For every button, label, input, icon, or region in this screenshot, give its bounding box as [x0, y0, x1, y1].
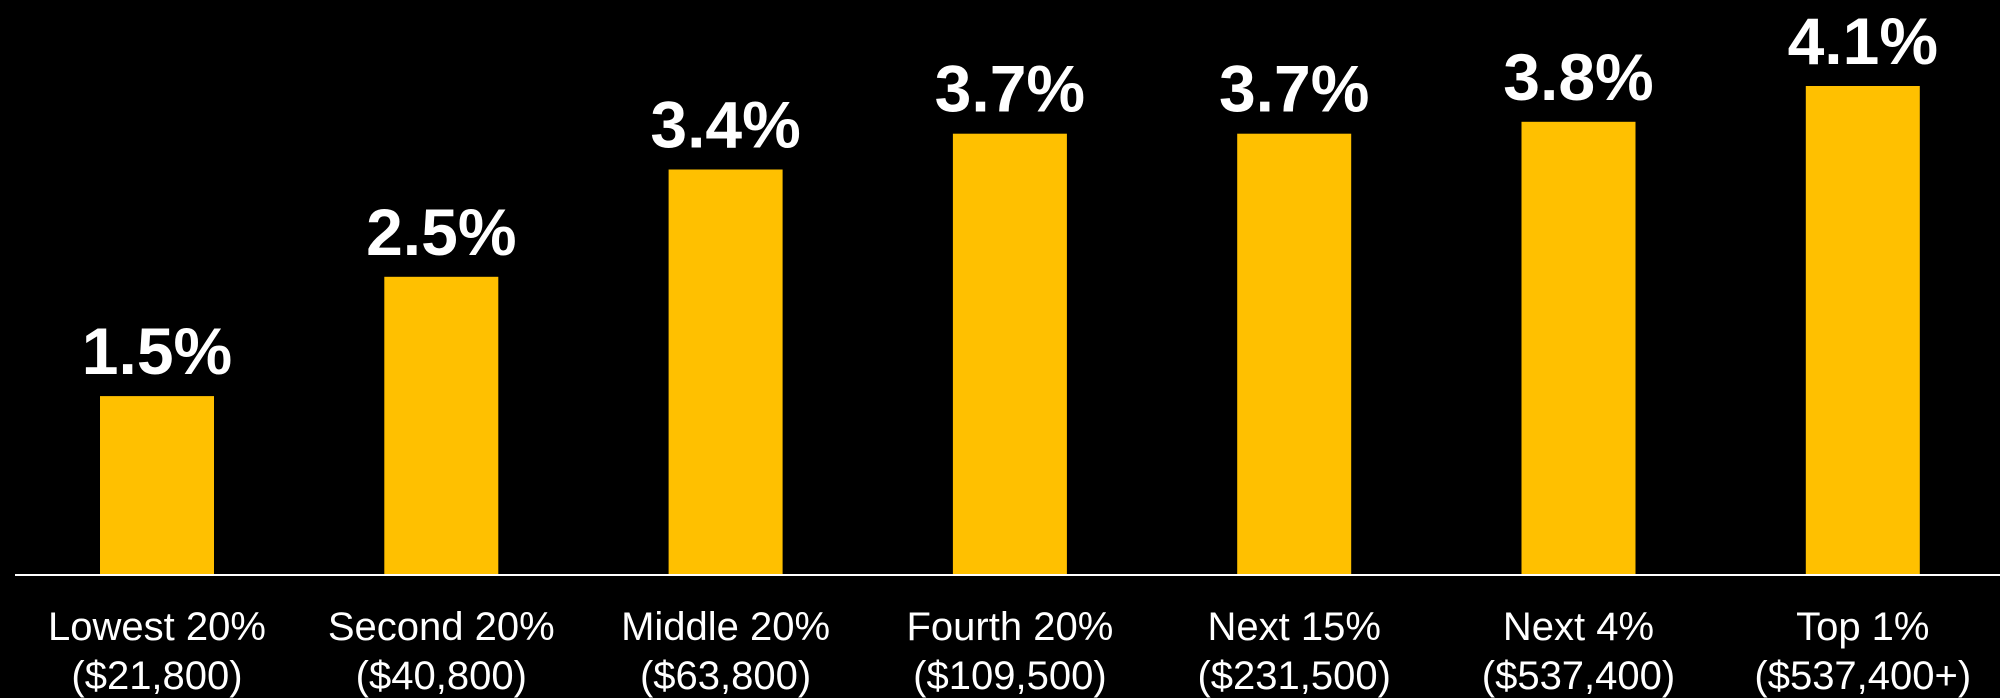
data-label-6: 3.8% — [1503, 40, 1653, 114]
data-label-2: 2.5% — [366, 195, 516, 269]
category-label-4: Fourth 20% — [907, 605, 1114, 649]
bar-2 — [384, 276, 499, 575]
data-label-5: 3.7% — [1219, 52, 1369, 126]
category-label-6: Next 4% — [1503, 605, 1654, 649]
category-range-label-3: ($63,800) — [640, 654, 811, 698]
bar-6 — [1521, 121, 1636, 576]
category-label-7: Top 1% — [1796, 605, 1929, 649]
category-range-label-1: ($21,800) — [71, 654, 242, 698]
category-range-label-7: ($537,400+) — [1754, 654, 1971, 698]
data-label-1: 1.5% — [82, 314, 232, 388]
bar-5 — [1237, 133, 1352, 575]
category-label-1: Lowest 20% — [48, 605, 266, 649]
data-label-4: 3.7% — [935, 52, 1085, 126]
category-range-label-2: ($40,800) — [356, 654, 527, 698]
category-label-3: Middle 20% — [621, 605, 830, 649]
bar-1 — [100, 396, 214, 575]
data-label-7: 4.1% — [1788, 4, 1938, 78]
bar-7 — [1805, 86, 1920, 575]
category-range-label-6: ($537,400) — [1482, 654, 1675, 698]
category-label-2: Second 20% — [328, 605, 555, 649]
bar-3 — [668, 169, 783, 575]
category-label-5: Next 15% — [1207, 605, 1380, 649]
category-range-label-5: ($231,500) — [1197, 654, 1390, 698]
bar-4 — [952, 133, 1067, 575]
data-label-3: 3.4% — [650, 88, 800, 162]
category-range-label-4: ($109,500) — [913, 654, 1106, 698]
